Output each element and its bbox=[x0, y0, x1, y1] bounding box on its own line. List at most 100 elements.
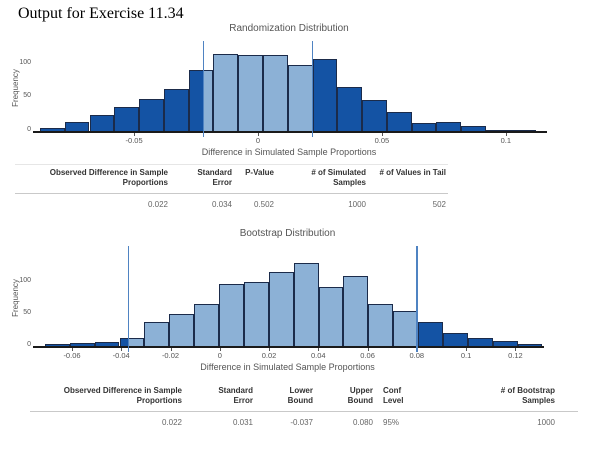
histogram-bar bbox=[163, 89, 189, 131]
table-value-cell: -0.037 bbox=[290, 417, 313, 427]
y-tick-label: 50 bbox=[23, 92, 31, 100]
table-header-cell: P-Value bbox=[245, 168, 274, 177]
x-tick-mark bbox=[318, 348, 320, 351]
chart-title: Randomization Distribution bbox=[229, 23, 349, 34]
chart-title: Bootstrap Distribution bbox=[239, 228, 336, 239]
histogram-bar bbox=[213, 53, 239, 131]
x-tick-label: 0.02 bbox=[261, 351, 277, 360]
histogram-bar bbox=[194, 304, 219, 346]
x-tick-label: 0 bbox=[255, 136, 261, 145]
x-tick-label: 0 bbox=[217, 351, 222, 360]
table-value-row: 0.022 0.034 0.502 1000 502 bbox=[15, 194, 448, 214]
histogram-bar bbox=[461, 125, 486, 131]
x-axis-label: Difference in Simulated Sample Proportio… bbox=[200, 362, 375, 372]
histogram-bar bbox=[40, 128, 65, 131]
randomization-stats-table: Observed Difference in Sample Proportion… bbox=[15, 164, 448, 214]
histogram-bar bbox=[69, 342, 95, 346]
y-tick-label: 0 bbox=[27, 126, 31, 133]
table-value-cell: 0.034 bbox=[211, 199, 232, 209]
y-tick-label: 0 bbox=[27, 341, 31, 348]
x-tick-mark bbox=[367, 348, 369, 351]
histogram-bar bbox=[263, 55, 288, 131]
x-tick-label: 0.1 bbox=[460, 351, 472, 360]
histogram-bar bbox=[467, 337, 493, 346]
histogram-bar bbox=[486, 129, 511, 131]
histogram-bar bbox=[287, 65, 313, 131]
x-axis-line bbox=[33, 131, 547, 133]
table-header-cell: Observed Difference in Sample Proportion… bbox=[49, 168, 168, 188]
y-tick-label: 100 bbox=[19, 58, 31, 66]
x-tick-mark bbox=[381, 133, 383, 136]
tail-cutoff-line bbox=[416, 246, 418, 352]
histogram-bar bbox=[139, 98, 164, 132]
x-tick-mark bbox=[258, 133, 259, 136]
x-tick-label: -0.02 bbox=[161, 351, 180, 360]
table-header-cell: Observed Difference in Sample Proportion… bbox=[63, 386, 182, 406]
table-value-cell: 0.022 bbox=[147, 199, 168, 209]
histogram-bar bbox=[268, 272, 294, 346]
table-header-cell: # of Simulated Samples bbox=[311, 168, 366, 188]
histogram-bar bbox=[64, 122, 90, 131]
x-axis-line bbox=[33, 346, 544, 348]
tail-cutoff-line bbox=[311, 41, 314, 137]
x-tick-label: -0.06 bbox=[63, 351, 81, 360]
histogram-bar bbox=[436, 121, 462, 131]
x-tick-mark bbox=[219, 348, 221, 351]
histogram-bar bbox=[368, 303, 394, 346]
histogram-bar bbox=[393, 310, 419, 346]
histogram-bar bbox=[362, 100, 387, 131]
x-tick-mark bbox=[505, 133, 507, 136]
table-header-cell: Standard Error bbox=[218, 386, 253, 406]
histogram-bar bbox=[492, 340, 518, 346]
histogram-bar bbox=[510, 129, 536, 131]
table-header-row: Observed Difference in Sample Proportion… bbox=[30, 383, 578, 412]
x-tick-mark bbox=[170, 348, 172, 351]
x-tick-label: 0.06 bbox=[360, 351, 375, 360]
histogram-bar bbox=[243, 282, 269, 346]
histogram-bar bbox=[169, 314, 195, 346]
x-tick-label: 0.04 bbox=[310, 351, 326, 360]
histogram-bar bbox=[418, 321, 443, 346]
x-tick-mark bbox=[515, 348, 517, 351]
table-header-row: Observed Difference in Sample Proportion… bbox=[15, 165, 448, 194]
tail-cutoff-line bbox=[202, 41, 205, 137]
x-tick-label: -0.05 bbox=[125, 136, 143, 145]
randomization-distribution-chart: Randomization Distribution Frequency 0 50 10… bbox=[0, 0, 601, 170]
histogram-bar bbox=[312, 59, 338, 131]
table-header-cell: Conf Level bbox=[383, 386, 404, 406]
page-title: Output for Exercise 11.34 bbox=[18, 5, 184, 22]
table-header-cell: Upper Bound bbox=[347, 386, 373, 406]
table-value-cell: 0.080 bbox=[352, 417, 373, 427]
x-tick-label: 0.12 bbox=[508, 351, 523, 360]
histogram-bar bbox=[386, 112, 412, 131]
histogram-bar bbox=[343, 275, 369, 346]
histogram-bar bbox=[89, 114, 115, 131]
histogram-bar bbox=[114, 106, 140, 131]
table-header-cell: # of Bootstrap Samples bbox=[500, 386, 555, 406]
x-tick-mark bbox=[466, 348, 468, 351]
x-tick-mark bbox=[72, 348, 73, 351]
histogram-bar bbox=[411, 122, 437, 131]
table-value-row: 0.022 0.031 -0.037 0.080 95% 1000 bbox=[30, 412, 578, 432]
x-tick-mark bbox=[121, 348, 123, 351]
x-axis-label: Difference in Simulated Sample Proportio… bbox=[201, 147, 377, 157]
x-tick-label: 0.05 bbox=[374, 136, 390, 145]
x-tick-label: -0.04 bbox=[112, 351, 130, 360]
histogram-bar bbox=[442, 333, 468, 346]
bootstrap-distribution-chart: Bootstrap Distribution Frequency 0 50 100 -0.… bbox=[0, 222, 601, 382]
y-axis-label: Frequency bbox=[11, 69, 20, 107]
histogram-bar bbox=[188, 69, 214, 131]
x-tick-mark bbox=[269, 348, 270, 351]
table-value-cell: 502 bbox=[432, 199, 446, 209]
bootstrap-stats-table: Observed Difference in Sample Proportion… bbox=[30, 383, 578, 432]
x-tick-mark bbox=[134, 133, 136, 136]
table-value-cell: 0.031 bbox=[232, 417, 253, 427]
histogram-bar bbox=[119, 338, 145, 346]
table-value-cell: 95% bbox=[383, 417, 400, 427]
histogram-bar bbox=[337, 87, 363, 131]
table-header-cell: # of Values in Tail bbox=[379, 168, 446, 177]
tail-cutoff-line bbox=[127, 246, 130, 352]
table-value-cell: 1000 bbox=[348, 199, 366, 209]
table-value-cell: 0.502 bbox=[253, 199, 274, 209]
